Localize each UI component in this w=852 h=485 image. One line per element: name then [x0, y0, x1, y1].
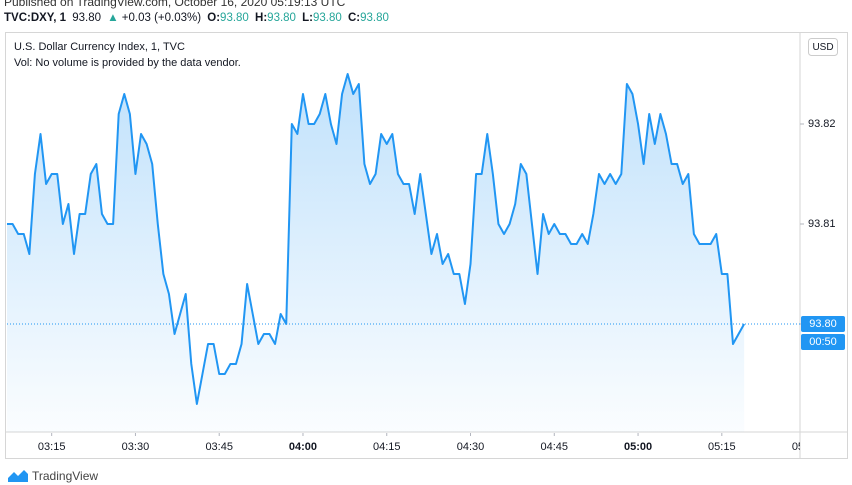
countdown: 00:50 — [809, 336, 837, 348]
x-tick-label: 03:15 — [38, 441, 66, 453]
ohlc-value: 93.80 — [220, 12, 249, 24]
x-tick-label: 04:45 — [541, 441, 569, 453]
arrow: ▲ — [107, 12, 118, 24]
x-tick-label: 04:00 — [289, 441, 317, 453]
ohlc-label: H: — [255, 12, 267, 24]
plot — [7, 73, 800, 432]
x-tick-label: 04:30 — [457, 441, 485, 453]
x-tick-label: 04:15 — [373, 441, 401, 453]
y-tick-label: 93.81 — [808, 218, 836, 230]
ohlc-label: L: — [302, 12, 313, 24]
logo — [8, 470, 28, 482]
countdown-box — [801, 334, 845, 350]
x-tick-label: 03:45 — [205, 441, 233, 453]
currency-box[interactable] — [808, 38, 838, 56]
ohlc-label: C: — [348, 12, 360, 24]
last-price-label: 93.80 — [809, 318, 837, 330]
symbol: TVC:DXY, 1 — [4, 12, 67, 24]
currency[interactable]: USD — [812, 42, 833, 53]
ohlc-value: 93.80 — [360, 12, 389, 24]
area — [7, 74, 745, 432]
x-tick-label: 05:15 — [708, 441, 736, 453]
ohlc-label: O: — [207, 12, 220, 24]
published: Published on TradingView.com, October 16… — [4, 0, 346, 9]
brand: TradingView — [32, 469, 98, 483]
y-tick-label: 93.82 — [808, 118, 836, 130]
x-axis: 03:15 03:30 03:45 04:00 04:15 04:30 04:45 05:00… — [38, 433, 820, 453]
subtitle: Vol: No volume is provided by the data v… — [14, 57, 241, 69]
chart-frame — [5, 32, 848, 459]
x-tick-label: 05:00 — [624, 441, 652, 453]
last: 93.80 — [72, 12, 101, 24]
ohlc-value: 93.80 — [313, 12, 342, 24]
last-price-box — [801, 316, 845, 332]
legend-title: U.S. Dollar Currency Index, 1, TVC — [14, 41, 185, 53]
x-tick-label: 03:30 — [122, 441, 150, 453]
change: +0.03 (+0.03%) — [122, 12, 201, 24]
symbol-line: TVC:DXY, 1 93.80 ▲ +0.03 (+0.03%) O:93.8… — [4, 12, 389, 24]
ohlc-value: 93.80 — [267, 12, 296, 24]
line — [7, 73, 746, 405]
x-tick-label: 05:30 — [792, 441, 820, 453]
